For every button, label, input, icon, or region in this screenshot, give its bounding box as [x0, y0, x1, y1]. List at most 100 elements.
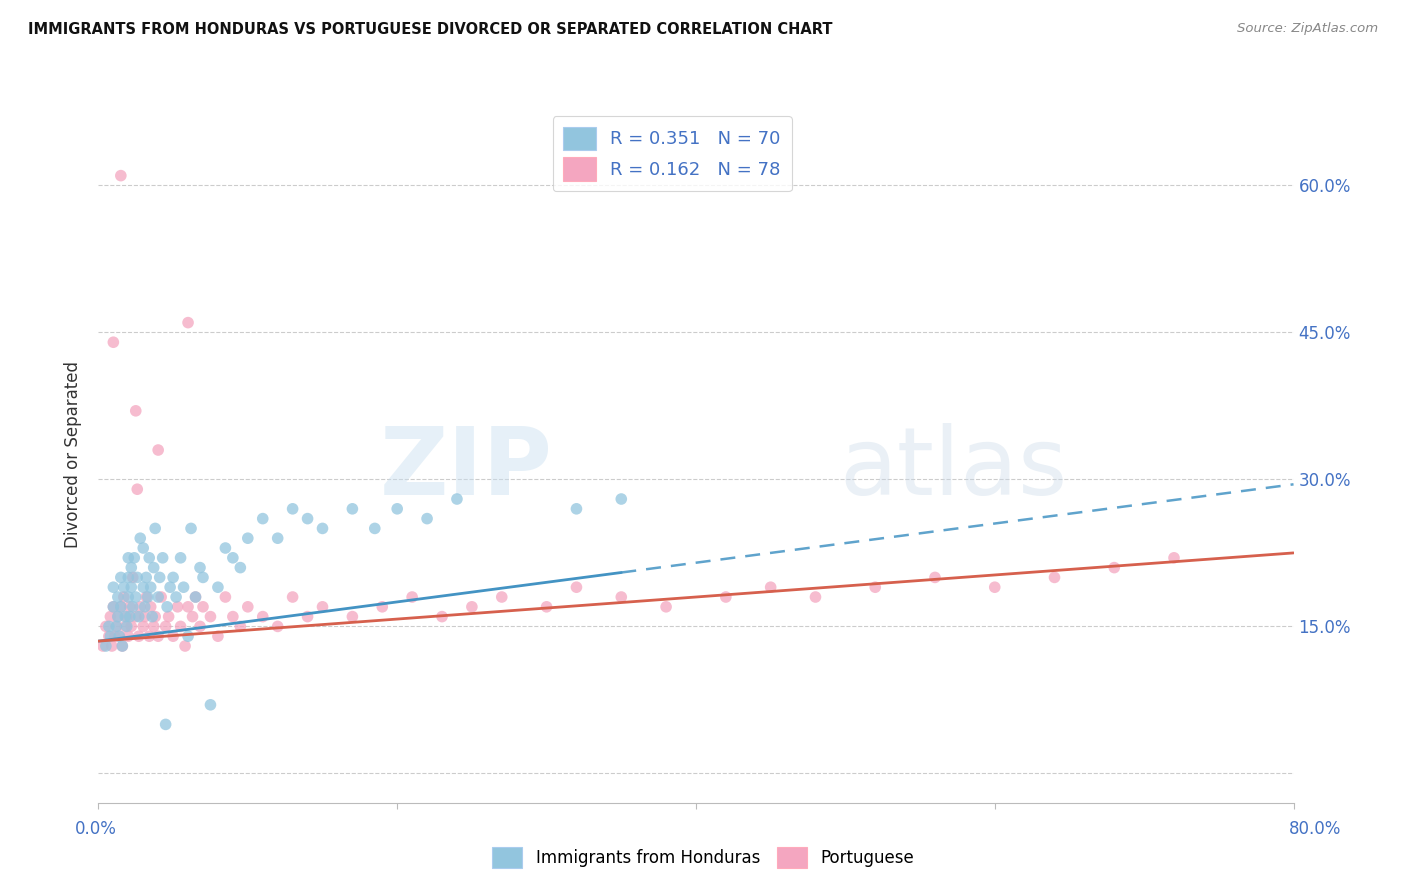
Point	[108, 629, 131, 643]
Point	[94, 619, 117, 633]
Point	[148, 590, 170, 604]
Point	[136, 590, 159, 604]
Point	[112, 580, 135, 594]
Point	[142, 619, 165, 633]
Point	[565, 580, 588, 594]
Text: IMMIGRANTS FROM HONDURAS VS PORTUGUESE DIVORCED OR SEPARATED CORRELATION CHART: IMMIGRANTS FROM HONDURAS VS PORTUGUESE D…	[28, 22, 832, 37]
Point	[281, 501, 304, 516]
Point	[124, 550, 146, 565]
Point	[267, 619, 290, 633]
Point	[107, 609, 129, 624]
Point	[371, 599, 394, 614]
Point	[267, 531, 290, 545]
Point	[104, 629, 127, 643]
Point	[610, 590, 633, 604]
Point	[103, 599, 125, 614]
Point	[162, 629, 184, 643]
Point	[416, 511, 439, 525]
Point	[112, 590, 135, 604]
Point	[297, 511, 319, 525]
Point	[134, 609, 156, 624]
Point	[110, 570, 132, 584]
Point	[364, 521, 387, 535]
Point	[127, 570, 149, 584]
Point	[804, 590, 827, 604]
Point	[142, 560, 165, 574]
Point	[107, 590, 129, 604]
Text: 80.0%: 80.0%	[1288, 820, 1341, 838]
Point	[120, 580, 142, 594]
Point	[714, 590, 737, 604]
Point	[281, 590, 304, 604]
Point	[536, 599, 558, 614]
Point	[125, 609, 148, 624]
Point	[100, 629, 122, 643]
Point	[924, 570, 946, 584]
Text: Source: ZipAtlas.com: Source: ZipAtlas.com	[1237, 22, 1378, 36]
Point	[236, 531, 259, 545]
Point	[610, 491, 633, 506]
Point	[446, 491, 468, 506]
Point	[236, 599, 259, 614]
Point	[655, 599, 678, 614]
Point	[169, 619, 191, 633]
Point	[222, 550, 245, 565]
Point	[385, 501, 409, 516]
Point	[1104, 560, 1126, 574]
Point	[214, 590, 236, 604]
Point	[114, 619, 136, 633]
Point	[115, 609, 138, 624]
Text: ZIP: ZIP	[380, 423, 553, 515]
Point	[135, 590, 157, 604]
Point	[342, 501, 364, 516]
Point	[135, 570, 157, 584]
Point	[94, 639, 117, 653]
Point	[139, 580, 162, 594]
Point	[115, 619, 138, 633]
Point	[125, 590, 148, 604]
Point	[759, 580, 782, 594]
Point	[191, 599, 214, 614]
Point	[117, 570, 139, 584]
Point	[105, 619, 128, 633]
Point	[214, 541, 236, 555]
Point	[120, 619, 142, 633]
Point	[311, 521, 333, 535]
Point	[105, 619, 128, 633]
Legend: Immigrants from Honduras, Portuguese: Immigrants from Honduras, Portuguese	[485, 840, 921, 875]
Point	[184, 590, 207, 604]
Point	[188, 560, 211, 574]
Point	[117, 629, 139, 643]
Point	[156, 599, 179, 614]
Text: 0.0%: 0.0%	[75, 820, 117, 838]
Point	[121, 599, 143, 614]
Point	[984, 580, 1007, 594]
Point	[128, 629, 150, 643]
Point	[138, 550, 160, 565]
Point	[110, 169, 132, 183]
Point	[117, 550, 139, 565]
Point	[252, 609, 274, 624]
Y-axis label: Divorced or Separated: Divorced or Separated	[65, 361, 83, 549]
Point	[1163, 550, 1185, 565]
Point	[103, 599, 125, 614]
Point	[297, 609, 319, 624]
Point	[169, 550, 191, 565]
Point	[222, 609, 245, 624]
Point	[159, 580, 181, 594]
Point	[166, 599, 188, 614]
Point	[117, 590, 139, 604]
Point	[177, 316, 200, 330]
Point	[865, 580, 887, 594]
Point	[91, 639, 114, 653]
Point	[103, 580, 125, 594]
Point	[180, 521, 202, 535]
Point	[173, 580, 195, 594]
Point	[118, 599, 141, 614]
Point	[141, 609, 163, 624]
Point	[128, 609, 150, 624]
Legend: R = 0.351   N = 70, R = 0.162   N = 78: R = 0.351 N = 70, R = 0.162 N = 78	[553, 116, 792, 192]
Point	[134, 599, 156, 614]
Point	[139, 599, 162, 614]
Point	[118, 609, 141, 624]
